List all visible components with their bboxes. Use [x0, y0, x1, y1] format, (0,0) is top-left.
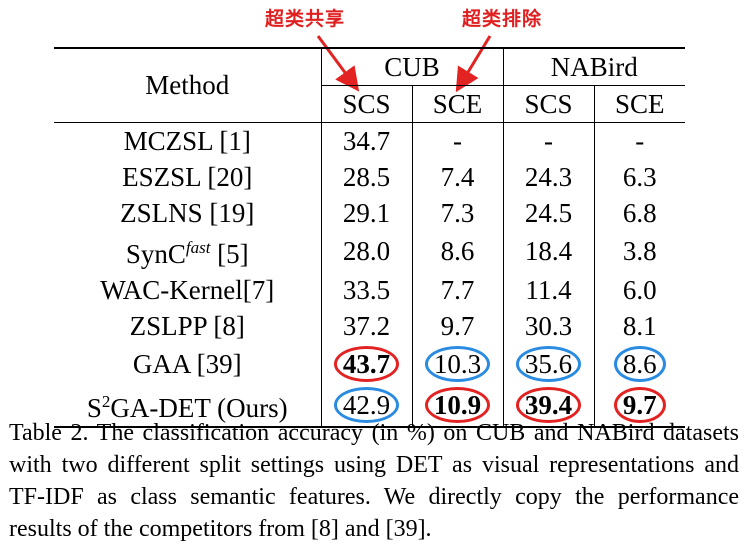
table-row: WAC-Kernel[7] 33.5 7.7 11.4 6.0: [54, 272, 685, 308]
value-cell: 37.2: [342, 310, 391, 341]
value-cell: 33.5: [342, 274, 391, 305]
value-cell-best: 9.7: [613, 387, 666, 423]
value-cell: 6.0: [622, 274, 657, 305]
header-method: Method: [54, 47, 321, 123]
method-name: SynCfast [5]: [125, 238, 249, 269]
annotation-superclass-exclude: 超类排除: [462, 8, 543, 30]
value-cell-second: 35.6: [515, 346, 582, 382]
table-row: ZSLPP [8] 37.2 9.7 30.3 8.1: [54, 308, 685, 344]
value-cell: -: [453, 125, 462, 156]
value-cell: 7.4: [440, 161, 475, 192]
value-cell: 8.1: [622, 310, 657, 341]
method-name: WAC-Kernel[7]: [100, 274, 275, 305]
table-row: ZSLNS [19] 29.1 7.3 24.5 6.8: [54, 195, 685, 231]
value-cell: 7.7: [440, 274, 475, 305]
value-cell: 34.7: [342, 125, 391, 156]
method-name: S2GA-DET (Ours): [54, 385, 321, 428]
value-cell: 30.3: [524, 310, 573, 341]
table-row: S2GA-DET (Ours) 42.9 10.9 39.4 9.7: [54, 385, 685, 428]
method-name: MCZSL [1]: [123, 125, 251, 156]
table-row: ESZSL [20] 28.5 7.4 24.3 6.3: [54, 159, 685, 195]
value-cell: 6.8: [622, 197, 657, 228]
value-cell: 24.5: [524, 197, 573, 228]
method-name: GAA [39]: [132, 349, 242, 379]
header-setting: SCS: [320, 85, 412, 123]
value-cell: 7.3: [440, 197, 475, 228]
table-caption: Table 2. The classification accuracy (in…: [9, 420, 739, 542]
value-cell-second: 42.9: [333, 387, 400, 423]
value-cell: 11.4: [525, 274, 572, 305]
value-cell: 9.7: [440, 310, 475, 341]
table-row: MCZSL [1] 34.7 - - -: [54, 122, 685, 159]
value-cell-second: 8.6: [613, 346, 666, 382]
value-cell: 6.3: [622, 161, 657, 192]
method-name: ZSLNS [19]: [120, 197, 255, 228]
value-cell-best: 39.4: [515, 387, 582, 423]
results-table: Method CUB NABird SCS SCE SCS SCE MCZSL …: [54, 47, 685, 428]
table-row: SynCfast [5] 28.0 8.6 18.4 3.8: [54, 231, 685, 272]
value-cell: 18.4: [524, 236, 573, 266]
value-cell: 28.0: [342, 236, 391, 266]
header-setting: SCE: [593, 85, 685, 123]
header-nabird: NABird: [502, 47, 685, 86]
value-cell: -: [635, 125, 645, 156]
value-cell-second: 10.3: [424, 346, 491, 382]
value-cell-best: 10.9: [424, 387, 491, 423]
table-row: GAA [39] 43.7 10.3 35.6 8.6: [54, 344, 685, 385]
value-cell: 8.6: [440, 236, 475, 266]
header-setting: SCE: [411, 85, 503, 123]
annotation-superclass-share: 超类共享: [265, 8, 346, 30]
value-cell: -: [544, 125, 553, 156]
value-cell: 28.5: [342, 161, 391, 192]
value-cell: 24.3: [524, 161, 573, 192]
method-name: ZSLPP [8]: [129, 310, 245, 341]
value-cell: 3.8: [622, 236, 657, 266]
header-setting: SCS: [502, 85, 594, 123]
method-name: ESZSL [20]: [122, 161, 253, 192]
value-cell: 29.1: [342, 197, 391, 228]
value-cell-best: 43.7: [333, 346, 400, 382]
header-cub: CUB: [320, 47, 503, 86]
